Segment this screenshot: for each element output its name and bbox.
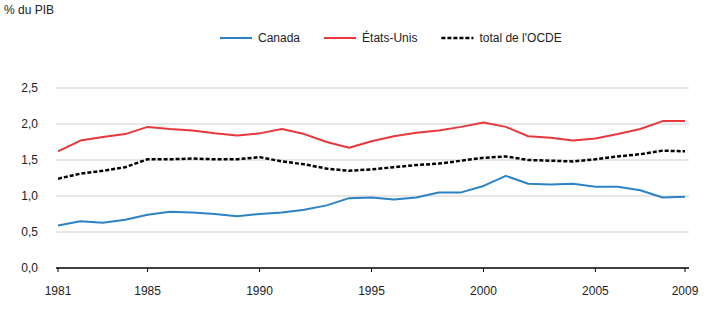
y-tick-label: 1,0 bbox=[21, 189, 38, 203]
grid-line bbox=[56, 88, 689, 89]
x-tick-label: 2009 bbox=[672, 284, 699, 298]
x-tick-label: 1990 bbox=[246, 284, 273, 298]
x-tick-label: 1981 bbox=[45, 284, 72, 298]
series-line bbox=[58, 176, 685, 226]
series-line bbox=[58, 121, 685, 151]
legend-label: États-Unis bbox=[362, 30, 417, 45]
y-tick-label: 0,5 bbox=[21, 225, 38, 239]
chart: % du PIB 0,0 0,5 1,0 1,5 2,0 2,5 1981 1985 1990 19… bbox=[0, 0, 720, 313]
x-tick-label: 1995 bbox=[358, 284, 385, 298]
legend-label: total de l'OCDE bbox=[479, 31, 561, 45]
x-tick bbox=[685, 268, 686, 272]
y-tick-label: 0,0 bbox=[21, 261, 38, 275]
legend-swatch bbox=[220, 37, 252, 39]
x-tick bbox=[147, 268, 148, 272]
series-line bbox=[58, 151, 685, 179]
grid-line bbox=[56, 232, 689, 233]
x-tick bbox=[483, 268, 484, 272]
x-tick bbox=[58, 268, 59, 272]
x-tick-label: 2005 bbox=[582, 284, 609, 298]
x-tick-label: 1985 bbox=[134, 284, 161, 298]
legend-label: Canada bbox=[258, 31, 300, 45]
x-tick-label: 2000 bbox=[470, 284, 497, 298]
grid-line bbox=[56, 267, 689, 269]
y-tick-label: 1,5 bbox=[21, 153, 38, 167]
legend-swatch bbox=[324, 37, 356, 39]
plot-area bbox=[58, 121, 685, 225]
grid-line bbox=[56, 196, 689, 197]
x-tick bbox=[595, 268, 596, 272]
x-tick bbox=[259, 268, 260, 272]
legend: Canada États-Unis total de l'OCDE bbox=[220, 30, 562, 45]
y-tick-label: 2,0 bbox=[21, 117, 38, 131]
y-axis-label: % du PIB bbox=[4, 3, 54, 17]
y-tick-label: 2,5 bbox=[21, 81, 38, 95]
x-tick bbox=[371, 268, 372, 272]
legend-swatch bbox=[441, 37, 473, 40]
grid-line bbox=[56, 124, 689, 125]
